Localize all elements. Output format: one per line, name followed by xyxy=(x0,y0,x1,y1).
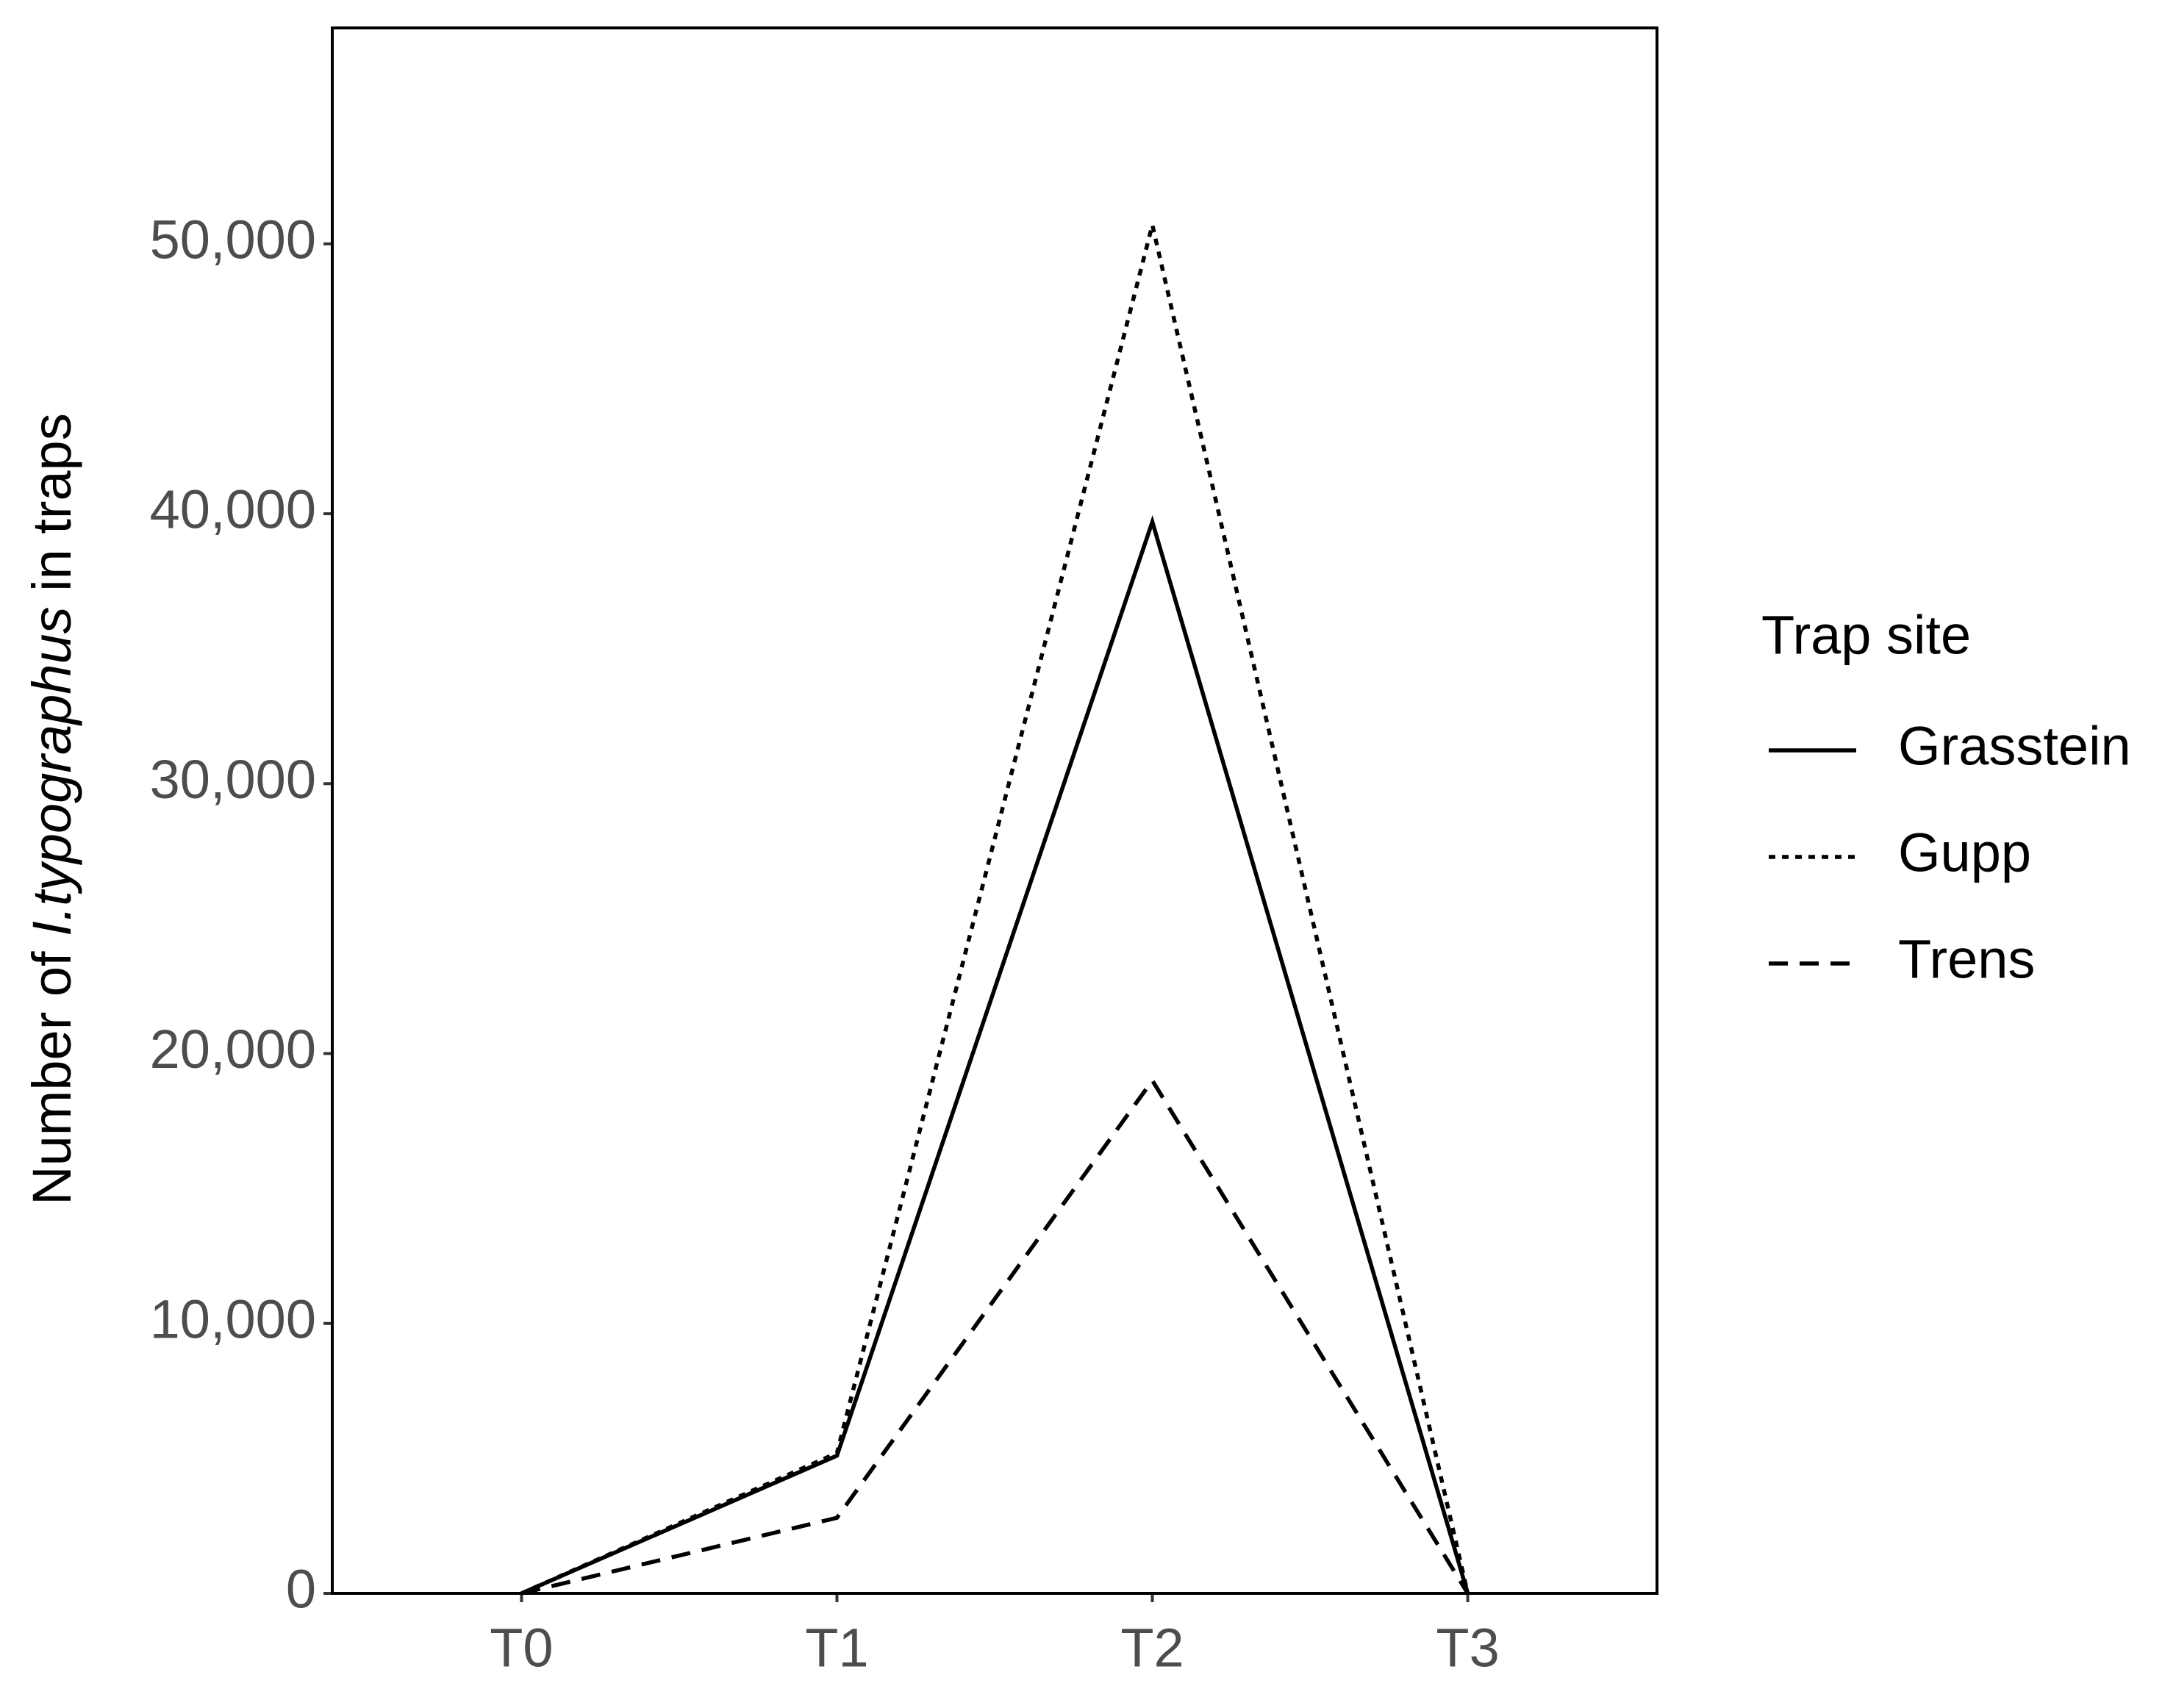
legend-label: Grasstein xyxy=(1898,716,2131,777)
y-axis-title-part: in traps xyxy=(21,413,82,606)
series-line xyxy=(520,224,1470,1596)
y-axis-title: Number of I.typographus in traps xyxy=(21,413,82,1205)
x-tick-label: T3 xyxy=(1436,1618,1499,1679)
legend-label: Trens xyxy=(1898,929,2035,990)
x-tick-label: T1 xyxy=(805,1618,868,1679)
plot-border xyxy=(331,26,1658,1595)
series-line xyxy=(520,1077,1470,1596)
y-tick-label: 30,000 xyxy=(150,749,316,810)
y-tick-label: 10,000 xyxy=(150,1288,316,1349)
legend-label: Gupp xyxy=(1898,822,2031,883)
series-line xyxy=(520,514,1470,1596)
legend-title: Trap site xyxy=(1761,605,1971,666)
y-tick-label: 40,000 xyxy=(150,479,316,540)
y-axis-title-part: Number of xyxy=(21,936,82,1205)
x-tick-label: T2 xyxy=(1120,1618,1184,1679)
x-tick-label: T0 xyxy=(490,1618,553,1679)
y-tick-label: 0 xyxy=(286,1559,316,1620)
y-tick-label: 20,000 xyxy=(150,1019,316,1080)
y-tick-label: 50,000 xyxy=(150,209,316,270)
y-axis-title-part: I.typographus xyxy=(21,606,82,936)
